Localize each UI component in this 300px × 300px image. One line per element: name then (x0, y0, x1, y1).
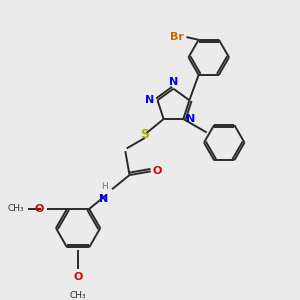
Text: CH₃: CH₃ (70, 291, 86, 300)
Text: N: N (99, 194, 109, 204)
Text: N: N (145, 95, 154, 105)
Text: N: N (186, 114, 195, 124)
Text: O: O (74, 272, 83, 282)
Text: S: S (140, 128, 149, 141)
Text: N: N (169, 77, 178, 87)
Text: O: O (153, 166, 162, 176)
Text: Br: Br (170, 32, 184, 41)
Text: O: O (35, 204, 44, 214)
Text: CH₃: CH₃ (7, 204, 24, 213)
Text: H: H (101, 182, 107, 191)
